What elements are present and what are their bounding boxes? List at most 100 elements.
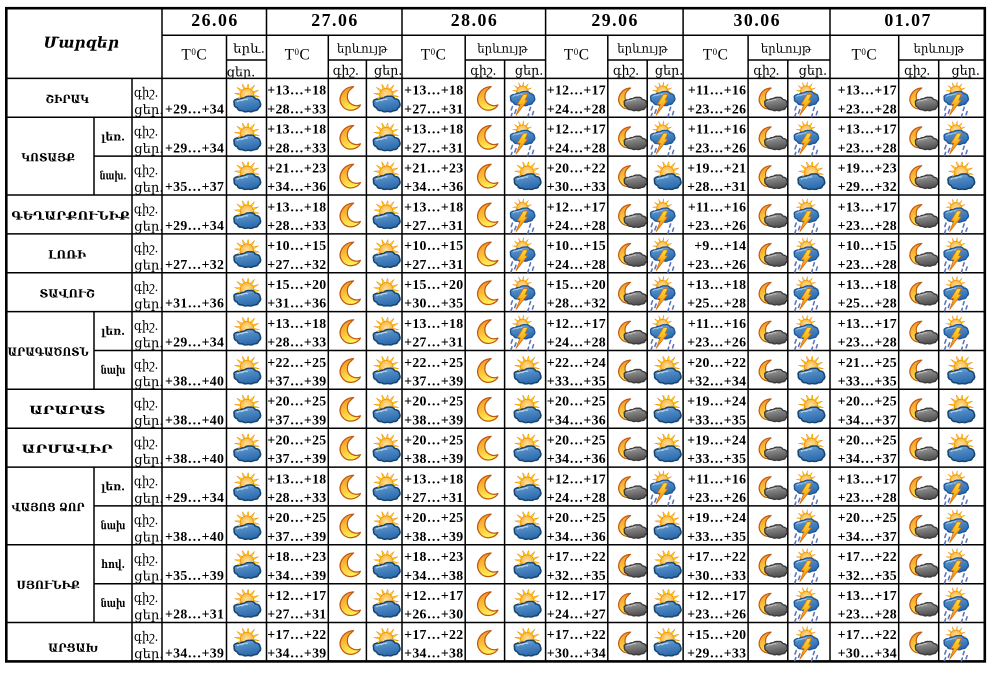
svg-text:+30…+34: +30…+34	[547, 646, 606, 661]
svg-text:T0C: T0C	[852, 46, 878, 63]
svg-text:+34…+36: +34…+36	[547, 412, 606, 427]
svg-text:+29…+34: +29…+34	[165, 140, 224, 155]
svg-text:+23…+28: +23…+28	[838, 101, 897, 116]
svg-text:+27…+31: +27…+31	[404, 218, 463, 233]
svg-text:01.07: 01.07	[884, 10, 930, 30]
svg-text:+28…+33: +28…+33	[267, 490, 326, 505]
svg-text:+29…+33: +29…+33	[687, 646, 746, 661]
svg-text:+34…+39: +34…+39	[267, 646, 326, 661]
svg-text:+37…+39: +37…+39	[267, 374, 326, 389]
svg-text:+27…+31: +27…+31	[404, 335, 463, 350]
svg-text:+12…+17: +12…+17	[547, 588, 606, 603]
svg-text:+21…+23: +21…+23	[267, 160, 326, 175]
svg-text:+20…+22: +20…+22	[547, 160, 606, 175]
svg-text:+19…+21: +19…+21	[687, 160, 746, 175]
svg-text:+28…+33: +28…+33	[267, 335, 326, 350]
svg-text:+20…+25: +20…+25	[547, 433, 606, 448]
svg-text:+34…+39: +34…+39	[267, 568, 326, 583]
svg-text:+23…+26: +23…+26	[687, 218, 746, 233]
svg-text:+34…+37: +34…+37	[838, 412, 897, 427]
svg-text:+13…+17: +13…+17	[838, 471, 897, 486]
svg-text:+13…+17: +13…+17	[838, 122, 897, 137]
svg-text:+17…+22: +17…+22	[547, 549, 606, 564]
svg-text:T0C: T0C	[564, 46, 590, 63]
svg-text:T0C: T0C	[703, 46, 729, 63]
svg-text:+29…+34: +29…+34	[165, 335, 224, 350]
svg-text:+32…+35: +32…+35	[547, 568, 606, 583]
svg-text:+20…+25: +20…+25	[267, 510, 326, 525]
svg-text:+18…+23: +18…+23	[404, 549, 463, 564]
svg-text:+28…+32: +28…+32	[547, 296, 606, 311]
svg-text:+37…+39: +37…+39	[267, 529, 326, 544]
svg-text:+13…+18: +13…+18	[838, 277, 897, 292]
svg-text:+27…+31: +27…+31	[404, 101, 463, 116]
svg-text:+13…+18: +13…+18	[404, 199, 463, 214]
svg-text:+15…+20: +15…+20	[404, 277, 463, 292]
svg-text:+23…+26: +23…+26	[687, 607, 746, 622]
svg-text:+28…+33: +28…+33	[267, 218, 326, 233]
svg-text:+12…+17: +12…+17	[547, 199, 606, 214]
svg-text:+29…+34: +29…+34	[165, 490, 224, 505]
svg-text:+17…+22: +17…+22	[687, 549, 746, 564]
svg-text:+13…+17: +13…+17	[838, 83, 897, 98]
svg-text:+23…+28: +23…+28	[838, 490, 897, 505]
svg-text:+20…+25: +20…+25	[404, 433, 463, 448]
svg-text:28.06: 28.06	[451, 10, 497, 30]
svg-text:+17…+22: +17…+22	[404, 627, 463, 642]
svg-text:+18…+23: +18…+23	[267, 549, 326, 564]
svg-text:+11…+16: +11…+16	[688, 122, 746, 137]
svg-text:+20…+25: +20…+25	[404, 510, 463, 525]
svg-text:+13…+18: +13…+18	[404, 83, 463, 98]
svg-text:+12…+17: +12…+17	[267, 588, 326, 603]
svg-text:+12…+17: +12…+17	[404, 588, 463, 603]
svg-text:+37…+39: +37…+39	[404, 374, 463, 389]
svg-text:+27…+31: +27…+31	[267, 607, 326, 622]
svg-text:+20…+25: +20…+25	[838, 394, 897, 409]
svg-text:+33…+35: +33…+35	[687, 529, 746, 544]
svg-text:+25…+28: +25…+28	[838, 296, 897, 311]
svg-text:+15…+20: +15…+20	[687, 627, 746, 642]
svg-text:+20…+25: +20…+25	[267, 394, 326, 409]
svg-text:+26…+30: +26…+30	[404, 607, 463, 622]
svg-text:+21…+25: +21…+25	[838, 355, 897, 370]
svg-text:+28…+31: +28…+31	[687, 179, 746, 194]
svg-text:+13…+18: +13…+18	[267, 316, 326, 331]
svg-text:+31…+36: +31…+36	[165, 296, 224, 311]
svg-text:+27…+32: +27…+32	[267, 257, 326, 272]
svg-text:+12…+17: +12…+17	[547, 83, 606, 98]
svg-text:+34…+37: +34…+37	[838, 529, 897, 544]
svg-text:+19…+24: +19…+24	[687, 394, 746, 409]
svg-text:+20…+25: +20…+25	[547, 510, 606, 525]
svg-text:+38…+39: +38…+39	[404, 412, 463, 427]
svg-text:+30…+33: +30…+33	[687, 568, 746, 583]
svg-text:+12…+17: +12…+17	[547, 471, 606, 486]
svg-text:+10…+15: +10…+15	[404, 238, 463, 253]
svg-text:+33…+35: +33…+35	[547, 374, 606, 389]
svg-text:+20…+25: +20…+25	[547, 394, 606, 409]
svg-text:+17…+22: +17…+22	[838, 627, 897, 642]
svg-text:+10…+15: +10…+15	[267, 238, 326, 253]
svg-text:+20…+25: +20…+25	[267, 433, 326, 448]
svg-text:+13…+18: +13…+18	[267, 122, 326, 137]
svg-text:+15…+20: +15…+20	[547, 277, 606, 292]
svg-text:+28…+31: +28…+31	[165, 607, 224, 622]
svg-text:+11…+16: +11…+16	[688, 83, 746, 98]
svg-text:+38…+40: +38…+40	[165, 374, 224, 389]
svg-text:+22…+24: +22…+24	[547, 355, 606, 370]
svg-text:+24…+28: +24…+28	[547, 101, 606, 116]
svg-text:+19…+24: +19…+24	[687, 433, 746, 448]
svg-text:+27…+31: +27…+31	[404, 490, 463, 505]
svg-text:+12…+17: +12…+17	[547, 316, 606, 331]
svg-text:+23…+28: +23…+28	[838, 218, 897, 233]
svg-text:+10…+15: +10…+15	[838, 238, 897, 253]
svg-text:+34…+36: +34…+36	[547, 529, 606, 544]
svg-text:+29…+32: +29…+32	[838, 179, 897, 194]
svg-text:+12…+17: +12…+17	[547, 122, 606, 137]
svg-text:+34…+36: +34…+36	[404, 179, 463, 194]
svg-text:+20…+25: +20…+25	[404, 394, 463, 409]
svg-text:+13…+18: +13…+18	[687, 277, 746, 292]
svg-text:+35…+39: +35…+39	[165, 568, 224, 583]
svg-text:+32…+35: +32…+35	[838, 568, 897, 583]
svg-text:+27…+31: +27…+31	[404, 257, 463, 272]
svg-text:+13…+18: +13…+18	[267, 199, 326, 214]
